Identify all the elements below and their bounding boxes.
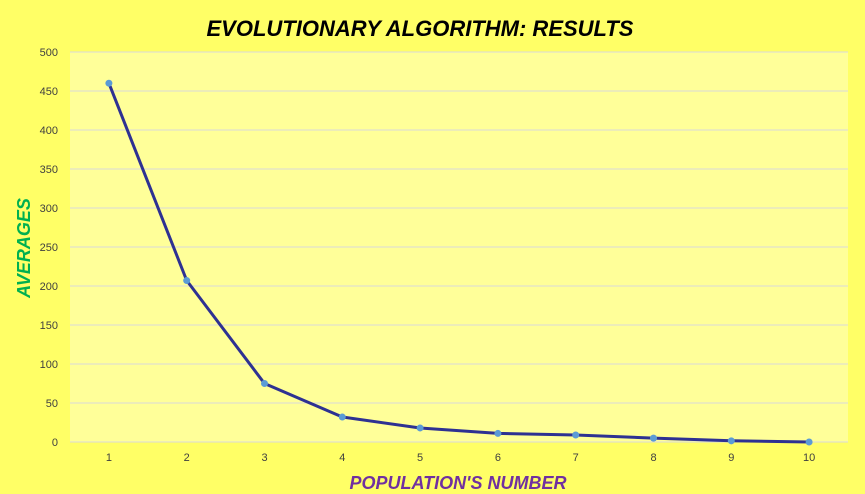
data-point	[338, 413, 346, 421]
chart-title: EVOLUTIONARY ALGORITHM: RESULTS	[207, 16, 634, 41]
y-tick-label: 100	[40, 359, 58, 371]
x-tick-label: 8	[650, 452, 656, 464]
x-axis-title: POPULATION'S NUMBER	[350, 473, 567, 493]
y-tick-label: 50	[46, 398, 58, 410]
x-tick-label: 2	[184, 452, 190, 464]
data-point	[261, 380, 268, 387]
y-tick-label: 200	[40, 281, 58, 293]
x-tick-label: 6	[495, 452, 501, 464]
x-tick-label: 1	[106, 452, 112, 464]
x-axis-tick-labels: 1 2 3 4 5 6 7 8 9 10	[106, 452, 815, 464]
data-point	[650, 434, 657, 442]
data-point	[494, 429, 502, 437]
y-axis-tick-labels: 0 50 100 150 200 250 300 350 400 450 500	[40, 47, 58, 449]
data-point	[572, 431, 580, 439]
data-point	[105, 79, 113, 87]
y-tick-label: 500	[40, 47, 58, 59]
y-tick-label: 350	[40, 164, 58, 176]
x-tick-label: 3	[261, 452, 267, 464]
y-tick-label: 0	[52, 437, 58, 449]
data-point	[727, 437, 735, 445]
data-point	[805, 438, 813, 446]
y-axis-title: AVERAGES	[14, 198, 34, 299]
y-tick-label: 250	[40, 242, 58, 254]
x-tick-label: 7	[573, 452, 579, 464]
data-series	[105, 79, 813, 446]
y-tick-label: 400	[40, 125, 58, 137]
y-tick-label: 150	[40, 320, 58, 332]
x-tick-label: 4	[339, 452, 345, 464]
y-tick-label: 450	[40, 86, 58, 98]
gridlines	[70, 51, 848, 443]
data-point	[183, 277, 191, 285]
x-tick-label: 9	[728, 452, 734, 464]
series-line	[107, 82, 810, 444]
data-point	[416, 424, 424, 432]
x-tick-label: 10	[803, 452, 815, 464]
y-tick-label: 300	[40, 203, 58, 215]
x-tick-label: 5	[417, 452, 423, 464]
